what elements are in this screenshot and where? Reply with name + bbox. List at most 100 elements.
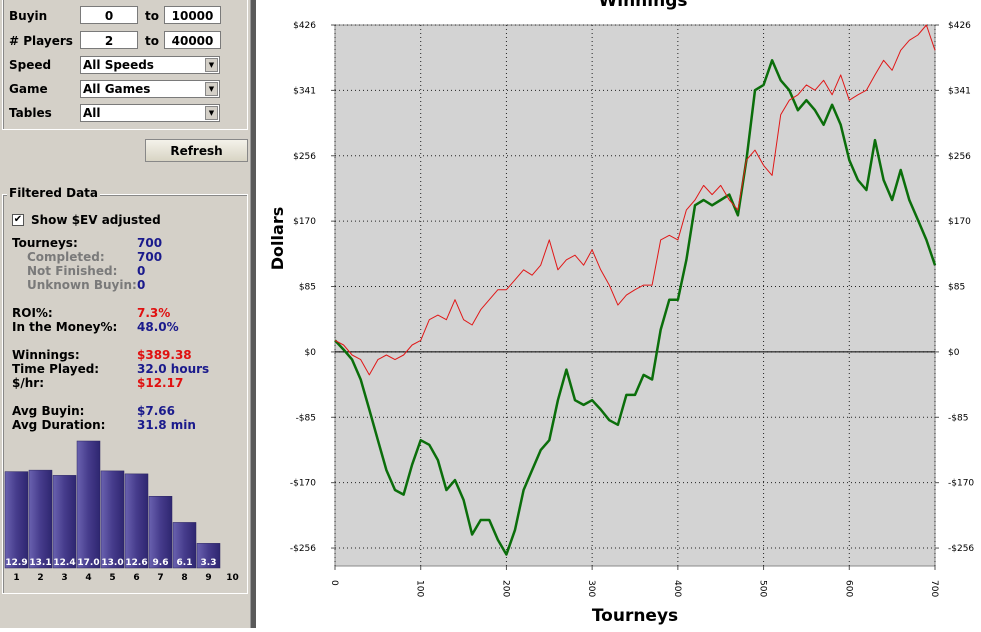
y2-tick-label: $0 bbox=[948, 348, 960, 358]
range-separator: to bbox=[145, 9, 159, 23]
group-title: Filtered Data bbox=[7, 186, 101, 200]
bar-value-label: 17.0 bbox=[77, 558, 99, 568]
refresh-button[interactable]: Refresh bbox=[145, 139, 248, 162]
y2-tick-label: $85 bbox=[948, 283, 965, 293]
stat-label: ROI%: bbox=[12, 306, 53, 320]
y2-tick-label: $256 bbox=[948, 152, 971, 162]
y-tick-label: $170 bbox=[293, 217, 316, 227]
y-tick-label: $256 bbox=[293, 152, 316, 162]
y-tick-label: -$170 bbox=[290, 479, 316, 489]
bar-category-label: 6 bbox=[133, 573, 139, 583]
field-label: Game bbox=[9, 82, 48, 96]
y2-tick-label: -$170 bbox=[948, 479, 974, 489]
bar-category-label: 3 bbox=[61, 573, 67, 583]
y2-tick-label: $170 bbox=[948, 217, 971, 227]
y-tick-label: -$85 bbox=[296, 413, 316, 423]
bar-category-label: 2 bbox=[37, 573, 43, 583]
dropdown-arrow: ▼ bbox=[205, 106, 218, 120]
y2-tick-label: -$256 bbox=[948, 544, 974, 554]
x-tick-label: 700 bbox=[929, 580, 939, 597]
x-tick-label: 200 bbox=[500, 580, 510, 597]
range-from[interactable]: 0 bbox=[80, 6, 138, 24]
stat-value: 700 bbox=[137, 236, 163, 250]
x-tick-label: 300 bbox=[586, 580, 596, 597]
stat-label: Time Played: bbox=[12, 362, 100, 376]
bar-category-label: 9 bbox=[205, 573, 211, 583]
divider bbox=[250, 0, 256, 628]
stat-label: $/hr: bbox=[12, 376, 44, 390]
bar-value-label: 12.6 bbox=[125, 558, 147, 568]
stat-value: 32.0 hours bbox=[137, 362, 210, 376]
y2-tick-label: $426 bbox=[948, 21, 971, 31]
stat-value: $389.38 bbox=[137, 348, 192, 362]
x-tick-label: 600 bbox=[843, 580, 853, 597]
stat-value: 0 bbox=[137, 278, 146, 292]
range-from[interactable]: 2 bbox=[80, 31, 138, 49]
x-axis-label: Tourneys bbox=[592, 606, 678, 626]
chart-panel: Winnings Dollars Tourneys $426 $426 $341 $341 $… bbox=[256, 0, 981, 628]
field-label: Speed bbox=[9, 58, 52, 72]
histogram: 12.9 1 13.1 2 12.4 3 17.0 4 13.0 5 12.6 6 9.6 7 6.1 8 3.… bbox=[4, 440, 239, 583]
stat-label: In the Money%: bbox=[12, 320, 118, 334]
bar-category-label: 7 bbox=[157, 573, 163, 583]
bar-value-label: 13.1 bbox=[29, 558, 51, 568]
field-label: Buyin bbox=[9, 9, 48, 23]
bar-category-label: 5 bbox=[109, 573, 115, 583]
bar-value-label: 6.1 bbox=[177, 558, 193, 568]
ev-checkbox[interactable]: ✔ bbox=[12, 214, 24, 226]
series-line bbox=[334, 59, 937, 556]
checkbox-label: Show $EV adjusted bbox=[31, 213, 161, 227]
stat-label: Completed: bbox=[27, 250, 105, 264]
range-to[interactable]: 10000 bbox=[164, 6, 221, 24]
chart: Winnings Dollars Tourneys $426 $426 $341 $341 $… bbox=[268, 0, 974, 626]
y-tick-label: $341 bbox=[293, 86, 316, 96]
dropdown[interactable]: All ▼ bbox=[80, 104, 220, 122]
histogram-bar bbox=[196, 543, 221, 569]
bar-value-label: 12.9 bbox=[5, 558, 27, 568]
y2-tick-label: $341 bbox=[948, 86, 971, 96]
stat-label: Avg Buyin: bbox=[12, 404, 85, 418]
filter-panel: Buyin 0 to 10000 # Players 2 to 40000 Speed All S… bbox=[0, 0, 250, 628]
y-tick-label: -$256 bbox=[290, 544, 316, 554]
bar-category-label: 1 bbox=[13, 573, 19, 583]
y-tick-label: $85 bbox=[299, 283, 316, 293]
y-axis-label: Dollars bbox=[268, 207, 287, 270]
bar-category-label: 8 bbox=[181, 573, 187, 583]
histogram-bar bbox=[52, 475, 77, 569]
field-label: # Players bbox=[9, 34, 73, 48]
histogram-bar bbox=[148, 496, 173, 569]
histogram-bar bbox=[172, 522, 197, 569]
stat-label: Winnings: bbox=[12, 348, 80, 362]
stat-label: Tourneys: bbox=[12, 236, 78, 250]
dropdown-value: All Games bbox=[83, 82, 151, 96]
range-separator: to bbox=[145, 34, 159, 48]
stat-value: 48.0% bbox=[137, 320, 179, 334]
stat-value: 7.3% bbox=[137, 306, 171, 320]
dropdown-arrow: ▼ bbox=[205, 82, 218, 96]
stat-label: Avg Duration: bbox=[12, 418, 106, 432]
field-label: Tables bbox=[9, 106, 52, 120]
y-tick-label: $0 bbox=[305, 348, 317, 358]
y2-tick-label: -$85 bbox=[948, 413, 968, 423]
histogram-bar bbox=[28, 469, 53, 569]
series-line bbox=[334, 24, 936, 376]
range-to[interactable]: 40000 bbox=[164, 31, 221, 49]
dropdown[interactable]: All Speeds ▼ bbox=[80, 56, 220, 74]
stat-label: Unknown Buyin: bbox=[27, 278, 137, 292]
x-tick-label: 400 bbox=[672, 580, 682, 597]
chart-title: Winnings bbox=[598, 0, 687, 11]
dropdown-value: All bbox=[83, 106, 101, 120]
bar-value-label: 9.6 bbox=[153, 558, 169, 568]
stat-value: 700 bbox=[137, 250, 163, 264]
filtered-data-group bbox=[2, 194, 248, 594]
bar-value-label: 13.0 bbox=[101, 558, 123, 568]
stat-label: Not Finished: bbox=[27, 264, 118, 278]
bar-category-label: 10 bbox=[226, 573, 239, 583]
x-tick-label: 0 bbox=[329, 580, 339, 586]
stat-value: $12.17 bbox=[137, 376, 184, 390]
dropdown[interactable]: All Games ▼ bbox=[80, 80, 220, 98]
x-tick-label: 500 bbox=[758, 580, 768, 597]
dropdown-value: All Speeds bbox=[83, 58, 154, 72]
y-tick-label: $426 bbox=[293, 21, 316, 31]
